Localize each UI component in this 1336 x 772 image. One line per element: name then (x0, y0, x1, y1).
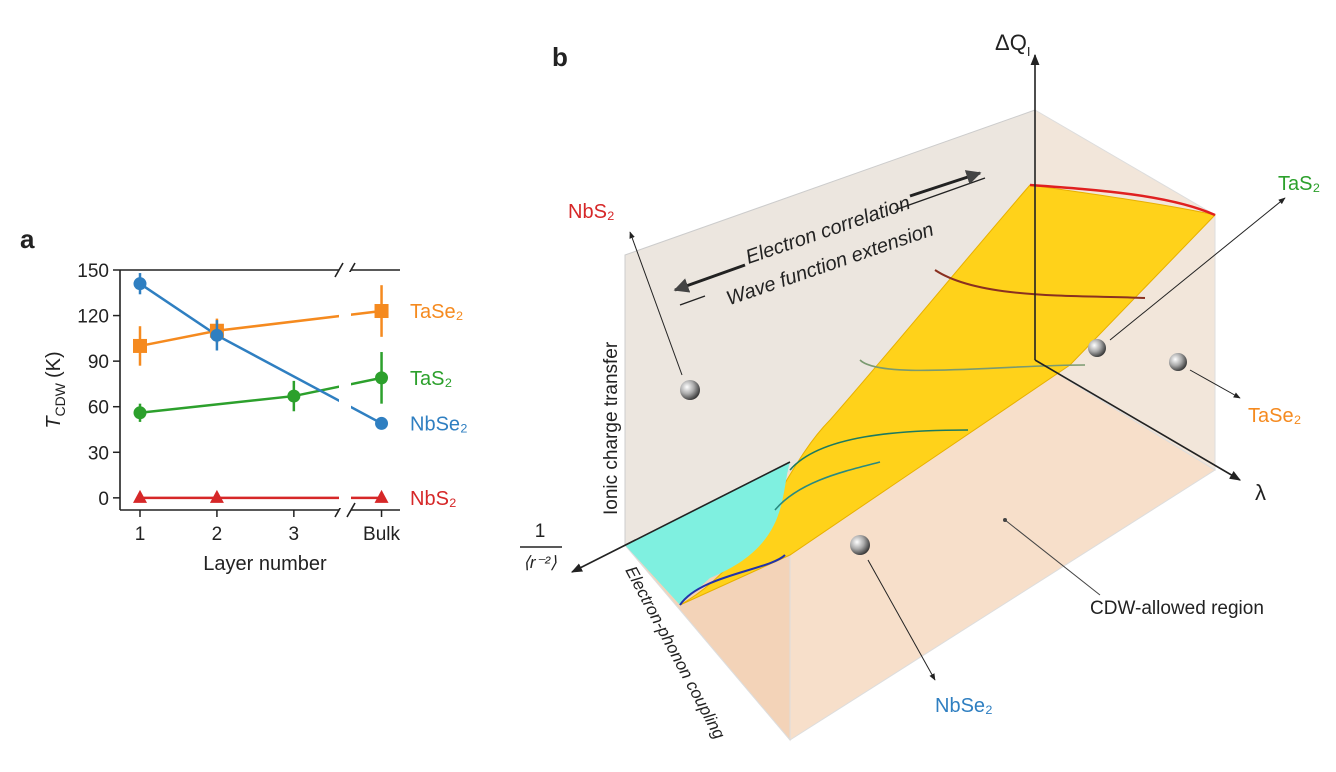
panel-label: b (552, 42, 568, 72)
left-axis-numerator: 1 (535, 521, 546, 542)
material-label: TaS₂ (1278, 173, 1320, 195)
y-tick-label: 0 (98, 489, 109, 510)
material-label: NbS₂ (568, 201, 615, 223)
x-axis-title: Layer number (203, 553, 327, 575)
pointer-dot (1003, 518, 1007, 522)
region-label: CDW-allowed region (1090, 598, 1264, 619)
series-label: NbS₂ (410, 488, 457, 510)
panel-label: a (20, 224, 35, 254)
material-label: NbSe₂ (935, 695, 993, 717)
series-label: TaS₂ (410, 368, 452, 390)
series-label: TaSe₂ (410, 301, 463, 323)
marker (133, 490, 147, 503)
y-tick-label: 90 (88, 352, 109, 373)
material-sphere (1088, 339, 1106, 357)
marker (375, 490, 389, 503)
y-tick-label: 150 (77, 261, 109, 282)
right-axis-label: λ (1255, 480, 1266, 505)
figure: a 0 30 60 90 120 150 1 2 3 Bulk TaSe₂ TaS₂ NbSe₂ NbS₂… (0, 0, 1336, 767)
y-tick-label: 60 (88, 398, 109, 419)
marker (134, 406, 147, 419)
marker (210, 329, 223, 342)
line-chart: 0 30 60 90 120 150 1 2 3 Bulk TaSe₂ TaS₂ NbSe₂ NbS₂ (77, 261, 468, 545)
marker (375, 304, 389, 318)
axis-symbol: ΔQ (995, 30, 1027, 55)
y-title-subscript: CDW (52, 382, 68, 416)
x-tick-label: 2 (212, 524, 223, 545)
marker (134, 277, 147, 290)
material-sphere (680, 380, 700, 400)
marker (287, 390, 300, 403)
material-label: TaSe₂ (1248, 405, 1301, 427)
x-tick-label: 3 (289, 524, 300, 545)
axis-subscript: I (1027, 44, 1031, 59)
material-sphere (850, 535, 870, 555)
y-tick-label: 120 (77, 307, 109, 328)
wall-label: Ionic charge transfer (601, 341, 622, 515)
marker (133, 339, 147, 353)
y-axis-title: TCDW(K) (43, 351, 68, 428)
y-tick-label: 30 (88, 443, 109, 464)
diagram-3d (572, 55, 1285, 740)
marker (375, 371, 388, 384)
marker (210, 490, 224, 503)
x-tick-label: 1 (135, 524, 146, 545)
series-label: NbSe₂ (410, 413, 468, 435)
left-axis-denominator: ⟨r⁻²⟩ (523, 553, 557, 572)
y-title-unit: (K) (43, 351, 65, 378)
x-tick-label: Bulk (363, 524, 400, 545)
material-sphere (1169, 353, 1187, 371)
break-gap (339, 272, 351, 508)
marker (375, 417, 388, 430)
vertical-axis-label: ΔQI (995, 30, 1030, 59)
